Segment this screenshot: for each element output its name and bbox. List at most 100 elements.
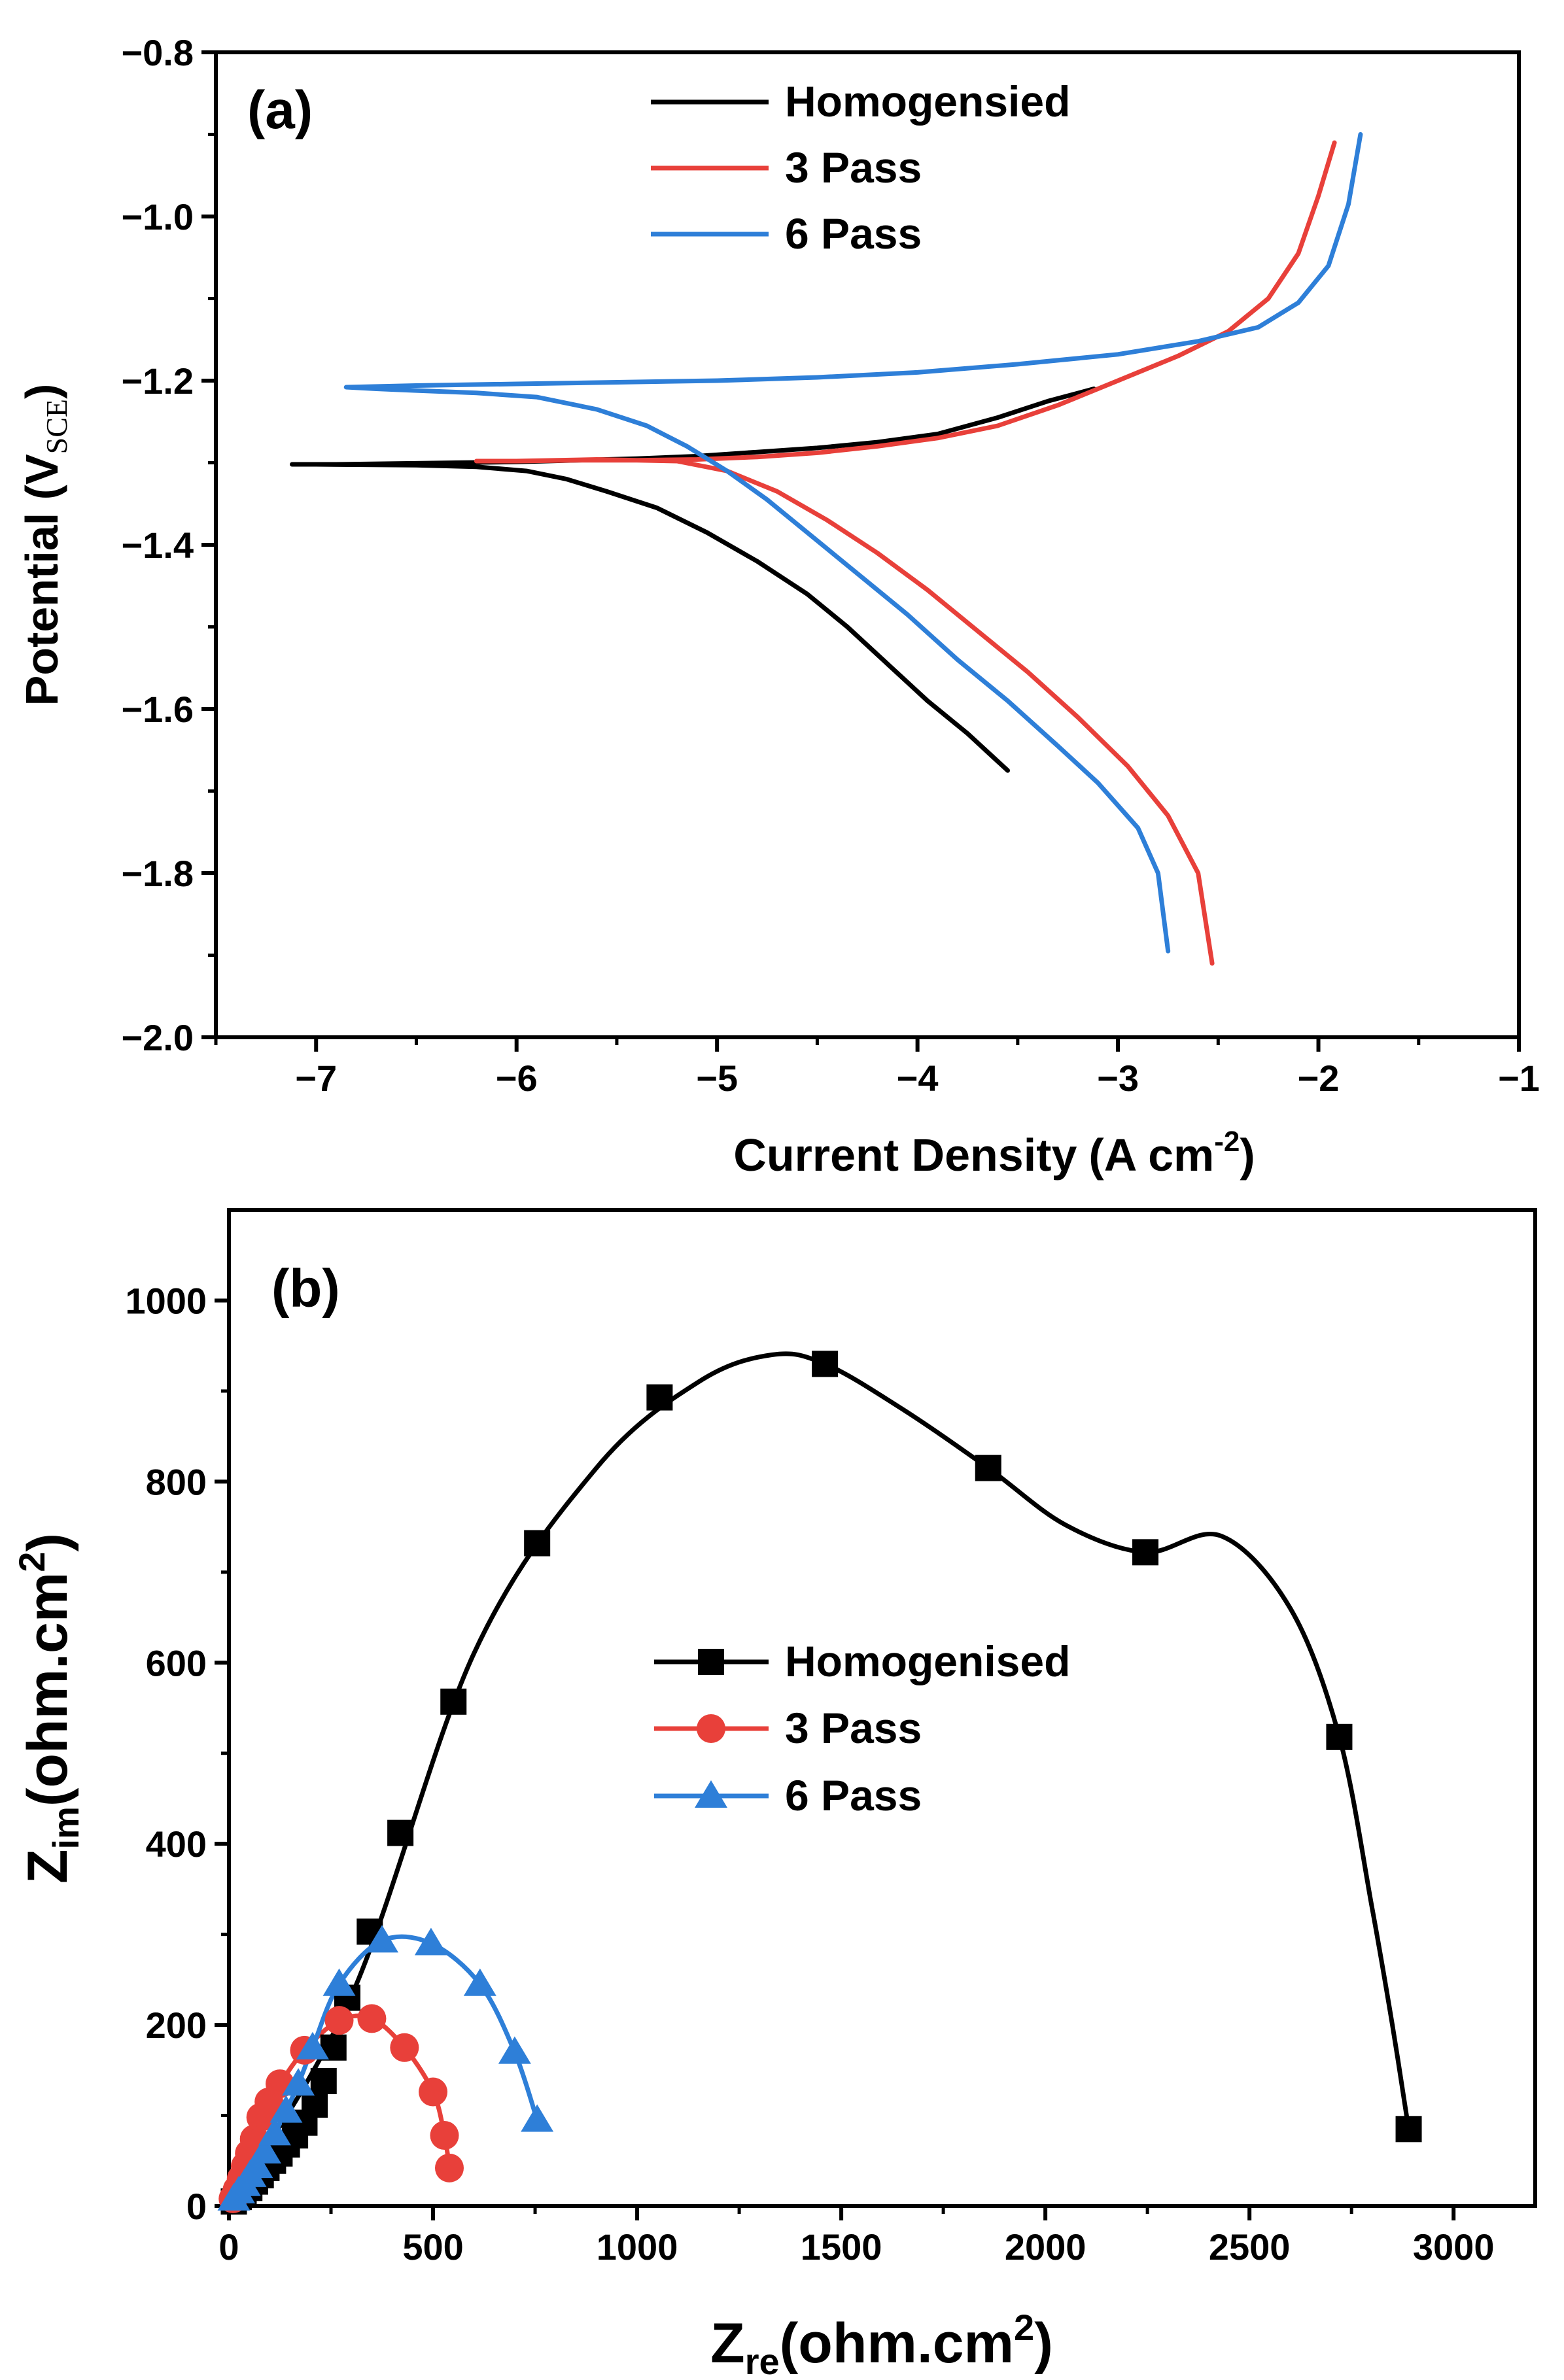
legend-a-label-homogensied: Homogensied (785, 77, 1070, 126)
panel-a-y-tick-label: −1.0 (121, 196, 194, 237)
data-point-6-pass (269, 2095, 303, 2123)
panel-b-x-tick-label: 1000 (597, 2226, 678, 2268)
data-point-6-pass (240, 2150, 273, 2179)
panel-b-y-axis-title-sup: 2 (11, 1552, 52, 1572)
legend-b-label-6-pass: 6 Pass (785, 1771, 922, 1819)
legend-a-label-6-pass: 6 Pass (785, 209, 922, 258)
panel-a-x-axis: −7 −6 −5 −4 −3 −2 −1 (214, 1037, 1540, 1099)
panel-a-y-tick-label: −2.0 (121, 1017, 194, 1058)
panel-b-x-tick-label: 500 (402, 2226, 463, 2268)
legend-a-label-3-pass: 3 Pass (785, 143, 922, 192)
series-line-homogenised (226, 1351, 1411, 2207)
panel-a-x-axis-title: Current Density (A cm-2) (733, 1126, 1255, 1181)
panel-a-y-axis-title-close: ) (16, 384, 67, 399)
panel-a-x-tick-label: −5 (696, 1058, 738, 1099)
data-point-6-pass (296, 2031, 329, 2060)
panel-b-y-tick-label: 0 (186, 2186, 207, 2227)
data-point-3-pass (434, 2153, 464, 2182)
panel-a-x-axis-title-unit: (A cm (1088, 1130, 1214, 1181)
panel-b-y-tick-label: 600 (146, 1642, 207, 1683)
panel-a-y-tick-label: −0.8 (121, 32, 194, 73)
data-point-3-pass (430, 2121, 459, 2150)
panel-b-label: (b) (271, 1259, 340, 1319)
data-point-homogenised (975, 1455, 1001, 1481)
panel-b-x-axis-title-sup: 2 (1014, 2307, 1034, 2348)
panel-a-legend: Homogensied 3 Pass 6 Pass (651, 77, 1070, 258)
data-point-6-pass (366, 1925, 399, 1953)
data-point-3-pass (324, 2006, 354, 2035)
panel-a-x-tick-label: −3 (1097, 1058, 1139, 1099)
legend-b-label-3-pass: 3 Pass (785, 1704, 922, 1752)
panel-b-x-axis-title: Zre(ohm.cm2) (710, 2307, 1053, 2380)
data-point-3-pass (390, 2033, 419, 2062)
panel-a-y-tick-label: −1.8 (121, 853, 194, 894)
panel-a-y-axis: −0.8 −1.0 −1.2 −1.4 −1.6 −1.8 −2.0 (121, 32, 216, 1058)
panel-b-y-tick-label: 400 (146, 1823, 207, 1865)
data-point-homogenised (812, 1351, 839, 1377)
legend-b-marker-3-pass (697, 1714, 725, 1743)
data-point-3-pass (357, 2004, 387, 2033)
panel-a-x-axis-title-main: Current Density (733, 1130, 1077, 1181)
data-point-homogenised (302, 2091, 328, 2118)
panel-a-x-tick-label: −6 (496, 1058, 538, 1099)
panel-a-y-tick-label: −1.2 (121, 360, 194, 402)
panel-b-y-tick-label: 800 (146, 1461, 207, 1502)
panel-a-x-tick-label: −2 (1298, 1058, 1340, 1099)
panel-a-x-axis-title-close: ) (1240, 1130, 1255, 1181)
data-point-homogenised (1132, 1539, 1159, 1566)
panel-a-label: (a) (247, 80, 313, 140)
panel-a-x-tick-label: −7 (295, 1058, 337, 1099)
panel-a-y-tick-label: −1.6 (121, 689, 194, 730)
panel-a-polarization-chart: −0.8−1.0−1.2−1.4−1.6−1.8−2.0 −7 −6 −5 −4 −3−… (16, 32, 1540, 1181)
panel-b-x-axis: 0 500 1000 1500 2000 2500 3000 (218, 2206, 1494, 2268)
data-point-6-pass (282, 2068, 315, 2096)
data-point-6-pass (521, 2104, 554, 2132)
panel-b-y-tick-label: 200 (146, 2005, 207, 2046)
data-point-6-pass (248, 2135, 281, 2164)
panel-a-y-axis-title-main: Potential (V (16, 454, 67, 706)
data-point-homogenised (440, 1688, 467, 1715)
data-point-homogenised (1395, 2116, 1422, 2143)
panel-b-x-axis-title-unit: (ohm.cm (780, 2312, 1014, 2375)
data-point-homogenised (646, 1384, 673, 1411)
panel-b-plot-frame (227, 1208, 1537, 2208)
legend-b-label-homogenised: Homogenised (785, 1637, 1070, 1685)
panel-b-nyquist-chart: 0 200 400 600 800 1000 0 500 1000 1500 2000 2500 30… (11, 1208, 1537, 2380)
panel-b-x-tick-label: 0 (218, 2226, 239, 2268)
panel-b-x-tick-label: 3000 (1413, 2226, 1495, 2268)
panel-b-y-axis-title-unit: (ohm.cm (16, 1572, 79, 1806)
panel-a-x-tick-label: −4 (897, 1058, 939, 1099)
panel-b-x-axis-title-sub: re (745, 2341, 780, 2380)
panel-b-y-axis-title: Zim(ohm.cm2) (11, 1533, 86, 1884)
data-point-6-pass (258, 2118, 291, 2146)
panel-b-y-axis-title-main: Z (16, 1849, 79, 1884)
data-point-6-pass (498, 2036, 531, 2064)
panel-b-y-axis: 0 200 400 600 800 1000 (125, 1280, 229, 2227)
data-point-homogenised (387, 1819, 414, 1846)
panel-b-x-tick-label: 2000 (1005, 2226, 1086, 2268)
panel-b-y-axis-title-sub: im (45, 1806, 86, 1849)
data-point-homogenised (524, 1530, 551, 1557)
data-point-3-pass (419, 2077, 448, 2107)
panel-a-series-group (290, 132, 1363, 966)
panel-b-y-axis-title-close: ) (16, 1533, 79, 1552)
data-point-homogenised (1326, 1723, 1353, 1750)
panel-b-series-group (217, 1351, 1422, 2215)
legend-b-marker-homogenised (698, 1649, 724, 1675)
panel-b-legend: Homogenised 3 Pass 6 Pass (654, 1637, 1070, 1819)
panel-a-x-axis-title-sup: -2 (1214, 1126, 1240, 1158)
panel-b-x-axis-title-main: Z (710, 2312, 745, 2375)
panel-b-x-tick-label: 2500 (1209, 2226, 1291, 2268)
panel-b-y-tick-label: 1000 (125, 1280, 207, 1321)
panel-a-x-tick-label: −1 (1498, 1058, 1540, 1099)
series-line-3-pass (474, 140, 1337, 966)
series-line-6-pass (343, 132, 1363, 954)
panel-a-y-axis-title-sub: SCE (40, 399, 73, 454)
panel-b-x-tick-label: 1500 (801, 2226, 882, 2268)
panel-a-y-tick-label: −1.4 (121, 525, 194, 566)
data-point-6-pass (322, 1968, 356, 1996)
data-point-homogenised (310, 2067, 337, 2094)
data-point-6-pass (414, 1927, 447, 1956)
panel-b-x-axis-title-close: ) (1034, 2312, 1053, 2375)
